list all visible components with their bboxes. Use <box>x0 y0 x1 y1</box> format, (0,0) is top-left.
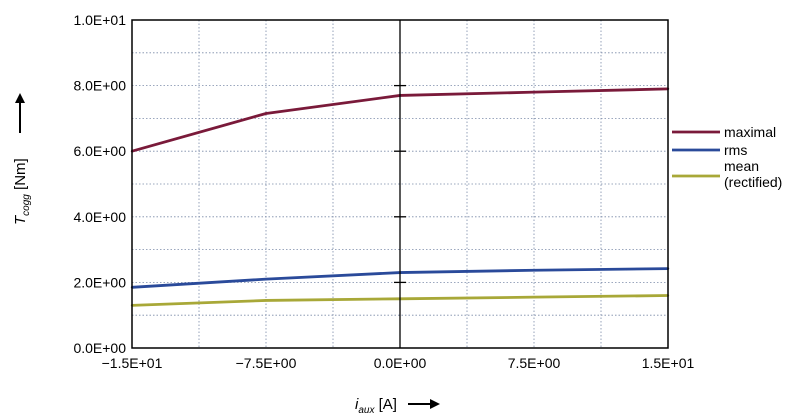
data-point <box>264 112 268 115</box>
x-tick-label: −7.5E+00 <box>236 355 297 371</box>
data-point <box>532 90 536 94</box>
x-axis-label: iaux [A] <box>355 396 440 416</box>
data-point <box>264 299 268 302</box>
data-point <box>532 295 536 299</box>
y-tick-label: 0.0E+00 <box>73 340 126 356</box>
legend-label: mean <box>724 158 759 174</box>
grid <box>132 20 668 348</box>
x-tick-labels: −1.5E+01 −7.5E+00 0.0E+00 7.5E+00 1.5E+01 <box>102 355 695 371</box>
x-axis-arrowhead-icon <box>430 399 440 409</box>
y-axis-arrowhead-icon <box>15 93 25 103</box>
data-point <box>264 277 268 281</box>
y-tick-label: 1.0E+01 <box>73 12 126 28</box>
y-zero-axis <box>394 20 406 348</box>
y-tick-labels: 0.0E+00 2.0E+00 4.0E+00 6.0E+00 8.0E+00 1.0E+… <box>73 12 126 356</box>
x-tick-label: 7.5E+00 <box>508 355 561 371</box>
legend-label: maximal <box>724 124 776 140</box>
svg-text:Tcogg [Nm]: Tcogg [Nm] <box>12 158 32 225</box>
y-axis-label-main: T <box>12 214 29 225</box>
legend-label: rms <box>724 142 747 158</box>
x-tick-label: −1.5E+01 <box>102 355 163 371</box>
x-axis-label-unit: [A] <box>374 396 397 413</box>
data-point <box>532 269 536 272</box>
y-tick-label: 6.0E+00 <box>73 143 126 159</box>
svg-text:iaux [A]: iaux [A] <box>355 396 397 416</box>
y-tick-label: 2.0E+00 <box>73 274 126 290</box>
x-tick-label: 1.5E+01 <box>642 355 695 371</box>
x-tick-label: 0.0E+00 <box>374 355 427 371</box>
x-axis-label-sub: aux <box>358 405 375 416</box>
y-axis-label-sub: cogg <box>21 194 32 216</box>
y-tick-label: 8.0E+00 <box>73 78 126 94</box>
legend-label: (rectified) <box>724 174 782 190</box>
x-axis-label-main: i <box>355 396 359 413</box>
y-axis-label: Tcogg [Nm] <box>12 93 32 225</box>
y-tick-label: 4.0E+00 <box>73 209 126 225</box>
y-axis-label-unit: [Nm] <box>12 158 29 194</box>
